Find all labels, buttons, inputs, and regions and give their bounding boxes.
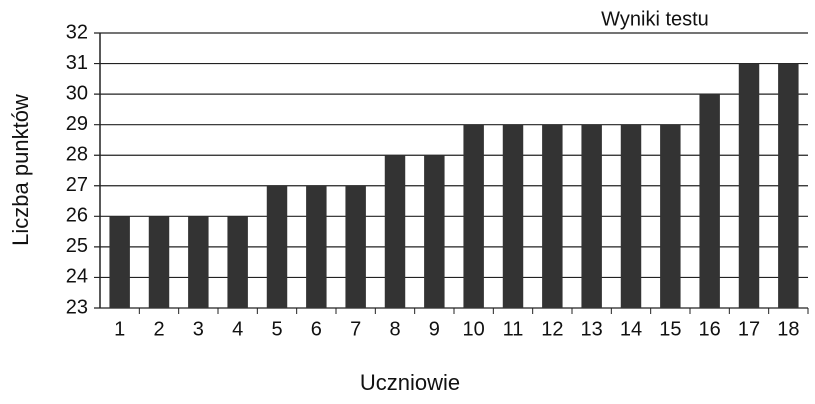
x-tick-label: 6 bbox=[311, 318, 322, 340]
bar bbox=[542, 124, 563, 309]
bar bbox=[306, 185, 327, 308]
bar bbox=[502, 124, 524, 309]
x-tick-label: 12 bbox=[541, 318, 563, 340]
x-axis-label: Uczniowie bbox=[360, 370, 460, 395]
x-tick-label: 2 bbox=[153, 318, 164, 340]
x-tick-label: 8 bbox=[389, 318, 400, 340]
y-axis-label: Liczba punktów bbox=[8, 94, 33, 246]
bar bbox=[660, 124, 681, 309]
x-tick-label: 1 bbox=[114, 318, 125, 340]
y-tick-label: 26 bbox=[66, 205, 88, 227]
x-tick-label: 7 bbox=[350, 318, 361, 340]
x-tick-label: 10 bbox=[463, 318, 485, 340]
x-tick-label: 5 bbox=[271, 318, 282, 340]
bar bbox=[384, 155, 406, 308]
y-tick-label: 25 bbox=[66, 235, 88, 257]
x-tick-label: 18 bbox=[777, 318, 799, 340]
bar bbox=[266, 185, 288, 308]
x-tick-label: 4 bbox=[232, 318, 243, 340]
x-tick-label: 16 bbox=[699, 318, 721, 340]
x-tick-label: 11 bbox=[503, 318, 524, 340]
x-tick-label: 17 bbox=[738, 318, 760, 340]
y-tick-label: 29 bbox=[66, 113, 88, 135]
bar bbox=[778, 63, 799, 308]
y-tick-label: 23 bbox=[66, 296, 88, 318]
y-tick-label: 27 bbox=[66, 174, 88, 196]
bar bbox=[463, 124, 484, 309]
bar bbox=[581, 124, 602, 309]
chart-title: Wyniki testu bbox=[601, 8, 709, 30]
bar bbox=[188, 216, 209, 308]
bar bbox=[738, 63, 760, 308]
x-tick-label: 15 bbox=[659, 318, 681, 340]
bar bbox=[424, 155, 445, 308]
bar bbox=[227, 216, 248, 308]
y-tick-label: 31 bbox=[66, 52, 88, 74]
y-tick-label: 24 bbox=[66, 266, 88, 288]
x-tick-label: 14 bbox=[620, 318, 642, 340]
bar bbox=[620, 124, 642, 309]
bar bbox=[699, 94, 720, 308]
x-tick-label: 9 bbox=[429, 318, 440, 340]
y-tick-label: 32 bbox=[66, 21, 88, 43]
x-tick-label: 13 bbox=[581, 318, 603, 340]
y-tick-label: 30 bbox=[66, 82, 88, 104]
x-tick-label: 3 bbox=[193, 318, 204, 340]
bar bbox=[109, 216, 130, 308]
bar bbox=[148, 216, 170, 308]
bar bbox=[345, 185, 366, 308]
y-tick-label: 28 bbox=[66, 144, 88, 166]
